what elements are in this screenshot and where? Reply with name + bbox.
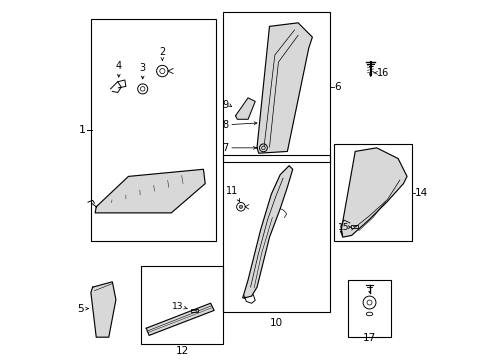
- Text: 11: 11: [225, 186, 238, 196]
- Text: 1: 1: [78, 125, 85, 135]
- Polygon shape: [235, 98, 255, 119]
- Bar: [223, 155, 329, 312]
- Polygon shape: [257, 23, 312, 153]
- Text: 9: 9: [222, 100, 228, 110]
- Bar: [141, 266, 223, 344]
- Text: 16: 16: [377, 68, 389, 78]
- Polygon shape: [91, 282, 116, 337]
- Text: 4: 4: [116, 61, 122, 71]
- Bar: [223, 12, 329, 162]
- Text: 8: 8: [222, 120, 228, 130]
- Text: 7: 7: [222, 143, 228, 153]
- Text: 6: 6: [333, 82, 340, 92]
- Bar: [91, 19, 216, 241]
- Polygon shape: [340, 148, 406, 237]
- Bar: [347, 280, 390, 337]
- Text: 10: 10: [269, 318, 283, 328]
- Polygon shape: [95, 169, 205, 213]
- Text: 5: 5: [78, 303, 84, 314]
- Polygon shape: [242, 166, 292, 298]
- Text: 3: 3: [140, 63, 145, 73]
- Text: 14: 14: [414, 188, 427, 198]
- Bar: [333, 144, 411, 241]
- Bar: [350, 225, 357, 228]
- Text: 17: 17: [362, 333, 375, 343]
- Circle shape: [239, 205, 242, 208]
- Bar: [191, 309, 197, 312]
- Text: 12: 12: [175, 346, 188, 356]
- Text: 2: 2: [159, 47, 165, 57]
- Text: 13: 13: [172, 302, 183, 311]
- Text: 15: 15: [337, 222, 348, 231]
- Polygon shape: [146, 303, 214, 336]
